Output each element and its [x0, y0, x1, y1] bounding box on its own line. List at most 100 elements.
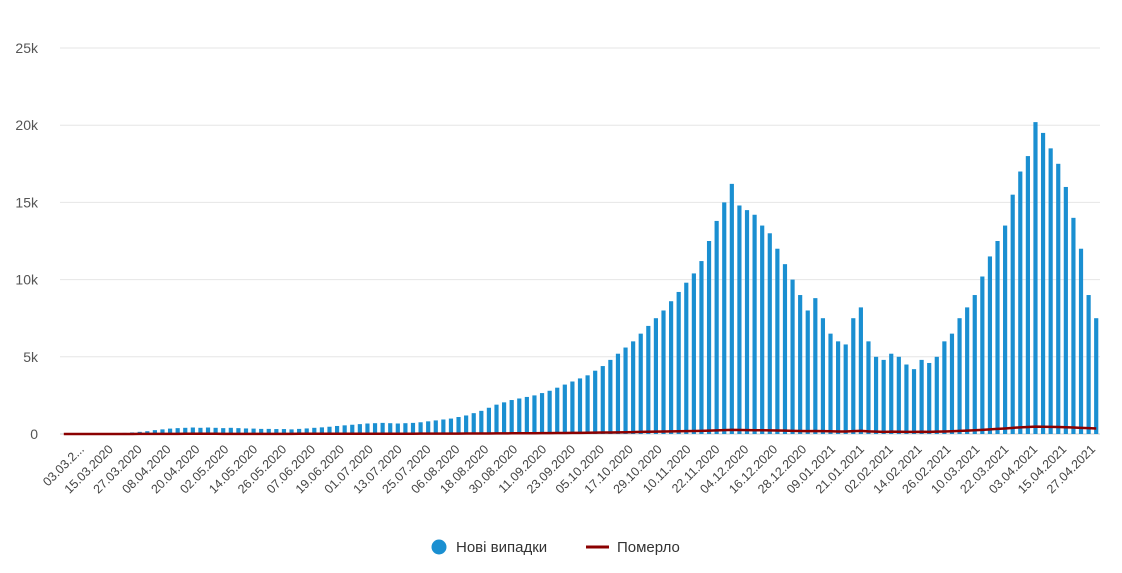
cases-bar[interactable]	[1071, 218, 1075, 434]
legend-item-deaths[interactable]: Померло	[586, 539, 680, 556]
cases-bar[interactable]	[419, 422, 423, 434]
cases-bar[interactable]	[1018, 172, 1022, 434]
cases-bar[interactable]	[646, 326, 650, 434]
cases-bar[interactable]	[927, 363, 931, 434]
cases-bar[interactable]	[487, 408, 491, 434]
cases-bar[interactable]	[798, 295, 802, 434]
cases-bar[interactable]	[904, 365, 908, 434]
cases-bar[interactable]	[790, 280, 794, 434]
cases-bar[interactable]	[1011, 195, 1015, 434]
cases-bar[interactable]	[525, 397, 529, 434]
cases-bar[interactable]	[540, 393, 544, 434]
cases-bar[interactable]	[381, 423, 385, 434]
cases-bar[interactable]	[479, 411, 483, 434]
cases-bar[interactable]	[502, 402, 506, 434]
cases-bar[interactable]	[570, 382, 574, 435]
cases-bar[interactable]	[957, 318, 961, 434]
cases-bar[interactable]	[1087, 295, 1091, 434]
cases-bar[interactable]	[813, 298, 817, 434]
cases-bar[interactable]	[677, 292, 681, 434]
cases-bar[interactable]	[548, 391, 552, 434]
cases-bar[interactable]	[456, 417, 460, 434]
cases-bar[interactable]	[851, 318, 855, 434]
cases-bar[interactable]	[449, 419, 453, 434]
cases-bar[interactable]	[920, 360, 924, 434]
cases-bar[interactable]	[707, 241, 711, 434]
cases-bar[interactable]	[1033, 122, 1037, 434]
cases-bar[interactable]	[608, 360, 612, 434]
legend-item-cases[interactable]: Нові випадки	[432, 539, 548, 556]
cases-bar[interactable]	[942, 341, 946, 434]
cases-bar[interactable]	[745, 210, 749, 434]
cases-bar[interactable]	[403, 423, 407, 434]
cases-bar[interactable]	[517, 398, 521, 434]
cases-bar[interactable]	[494, 405, 498, 434]
cases-bar[interactable]	[1064, 187, 1068, 434]
cases-bar[interactable]	[882, 360, 886, 434]
cases-bar[interactable]	[965, 307, 969, 434]
cases-bar[interactable]	[411, 423, 415, 434]
cases-bar[interactable]	[532, 395, 536, 434]
cases-bar[interactable]	[995, 241, 999, 434]
cases-bar[interactable]	[699, 261, 703, 434]
cases-bar[interactable]	[472, 413, 476, 434]
cases-bar[interactable]	[889, 354, 893, 434]
cases-bar[interactable]	[821, 318, 825, 434]
cases-bar[interactable]	[1079, 249, 1083, 434]
cases-bar[interactable]	[593, 371, 597, 434]
cases-bar[interactable]	[866, 341, 870, 434]
cases-bar[interactable]	[434, 420, 438, 434]
cases-bar[interactable]	[601, 366, 605, 434]
cases-bar[interactable]	[616, 354, 620, 434]
cases-bar[interactable]	[874, 357, 878, 434]
cases-bar[interactable]	[373, 423, 377, 434]
cases-bar[interactable]	[396, 424, 400, 435]
cases-bar[interactable]	[737, 205, 741, 434]
cases-bar[interactable]	[388, 423, 392, 434]
cases-bar[interactable]	[661, 310, 665, 434]
cases-bar[interactable]	[844, 344, 848, 434]
cases-bar[interactable]	[775, 249, 779, 434]
cases-bar[interactable]	[988, 256, 992, 434]
cases-bar[interactable]	[935, 357, 939, 434]
cases-bar[interactable]	[365, 424, 369, 435]
cases-bar[interactable]	[441, 419, 445, 434]
cases-bar[interactable]	[897, 357, 901, 434]
cases-bar[interactable]	[1026, 156, 1030, 434]
cases-bar[interactable]	[859, 307, 863, 434]
cases-bar[interactable]	[722, 202, 726, 434]
cases-bar[interactable]	[753, 215, 757, 434]
cases-bar[interactable]	[715, 221, 719, 434]
cases-bar[interactable]	[1041, 133, 1045, 434]
cases-bar[interactable]	[1094, 318, 1098, 434]
cases-bar[interactable]	[586, 375, 590, 434]
y-tick-label: 25k	[15, 40, 39, 56]
cases-bar[interactable]	[510, 400, 514, 434]
cases-bar[interactable]	[654, 318, 658, 434]
cases-bar[interactable]	[760, 226, 764, 434]
cases-bar[interactable]	[828, 334, 832, 434]
cases-bar[interactable]	[783, 264, 787, 434]
cases-bar[interactable]	[1056, 164, 1060, 434]
cases-bar[interactable]	[555, 388, 559, 434]
cases-bar[interactable]	[730, 184, 734, 434]
cases-bar[interactable]	[639, 334, 643, 434]
cases-bar[interactable]	[768, 233, 772, 434]
cases-bar[interactable]	[464, 415, 468, 434]
cases-bar[interactable]	[973, 295, 977, 434]
cases-bar[interactable]	[836, 341, 840, 434]
cases-bar[interactable]	[1003, 226, 1007, 434]
cases-bar[interactable]	[692, 273, 696, 434]
cases-bar[interactable]	[623, 348, 627, 434]
cases-bar[interactable]	[912, 369, 916, 434]
cases-bar[interactable]	[950, 334, 954, 434]
cases-bar[interactable]	[1049, 148, 1053, 434]
cases-bar[interactable]	[980, 277, 984, 434]
cases-bar[interactable]	[684, 283, 688, 434]
cases-bar[interactable]	[563, 385, 567, 434]
cases-bar[interactable]	[669, 301, 673, 434]
cases-bar[interactable]	[578, 378, 582, 434]
cases-bar[interactable]	[631, 341, 635, 434]
cases-bar[interactable]	[426, 421, 430, 434]
cases-bar[interactable]	[806, 310, 810, 434]
